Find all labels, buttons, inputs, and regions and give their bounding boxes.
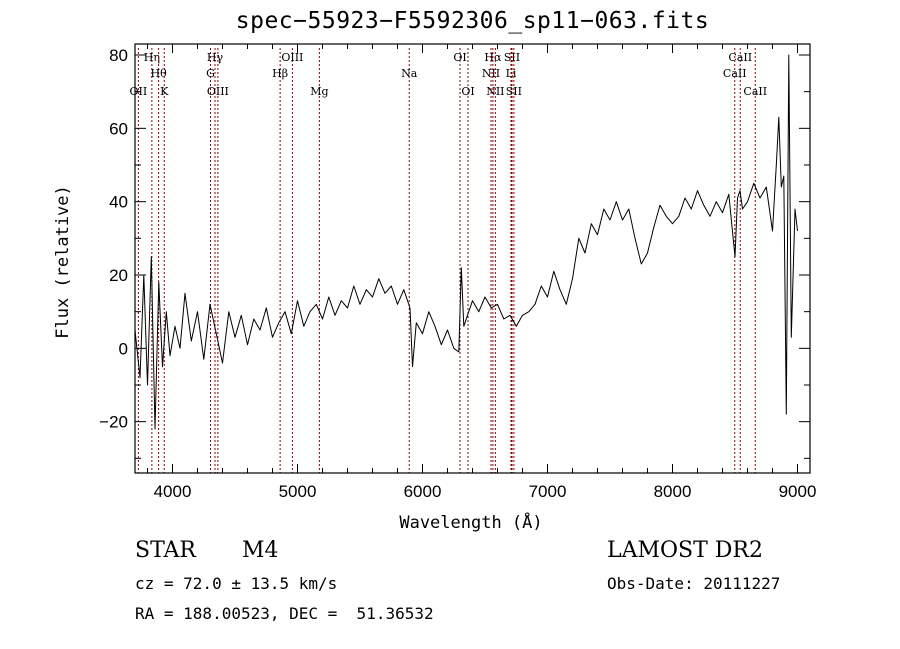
line-label-16: Li [506, 67, 517, 80]
line-label-21: CaII [743, 85, 767, 98]
line-label-8: Hβ [272, 67, 288, 80]
y-tick-label-0: −20 [99, 413, 128, 432]
y-tick-label-1: 0 [119, 339, 128, 358]
line-label-12: OI [461, 85, 474, 98]
x-tick-label-3: 7000 [529, 482, 567, 501]
line-label-13: Hα [484, 51, 502, 64]
line-label-20: CaII [723, 67, 747, 80]
y-tick-label-3: 40 [109, 193, 128, 212]
obs-date-text: Obs-Date: 20111227 [607, 574, 781, 593]
spectrum-series [134, 54, 798, 430]
plot-frame [134, 43, 811, 474]
x-tick-label-4: 8000 [654, 482, 692, 501]
line-label-9: Mg [310, 85, 328, 98]
x-tick-label-1: 5000 [279, 482, 317, 501]
line-label-15: NII [482, 67, 500, 80]
x-tick-label-5: 9000 [779, 482, 817, 501]
line-label-17: NII [486, 85, 504, 98]
line-label-4: Hγ [207, 51, 224, 64]
line-label-14: SII [504, 51, 520, 64]
x-axis-label: Wavelength (Å) [399, 511, 542, 533]
line-label-5: G [206, 67, 215, 80]
survey-label: LAMOST DR2 [607, 538, 763, 563]
line-label-19: CaII [728, 51, 752, 64]
line-label-10: Na [401, 67, 418, 80]
redshift-text: cz = 72.0 ± 13.5 km/s [135, 574, 338, 593]
line-label-6: OIII [207, 85, 229, 98]
object-subclass: M4 [242, 538, 279, 563]
x-tick-label-0: 4000 [154, 482, 192, 501]
spectrum-line-0 [134, 54, 798, 430]
line-label-18: SII [506, 85, 522, 98]
y-axis-label: Flux (relative) [53, 185, 73, 339]
y-tick-label-5: 80 [109, 46, 128, 65]
y-tick-label-4: 60 [109, 119, 128, 138]
line-label-3: K [160, 85, 169, 98]
x-axis: 4000 5000 6000 7000 8000 9000 [147, 44, 817, 501]
line-label-11: OI [453, 51, 466, 64]
coordinates-text: RA = 188.00523, DEC = 51.36532 [135, 604, 434, 623]
line-label-7: OIII [281, 51, 303, 64]
chart-title: spec−55923−F5592306_sp11−063.fits [235, 8, 710, 34]
y-axis: −20 0 20 40 60 80 [99, 46, 810, 459]
line-label-1: Hη [144, 51, 160, 64]
object-class: STAR [135, 538, 196, 563]
line-label-2: Hθ [151, 67, 168, 80]
x-tick-label-2: 6000 [404, 482, 442, 501]
y-tick-label-2: 20 [109, 266, 128, 285]
